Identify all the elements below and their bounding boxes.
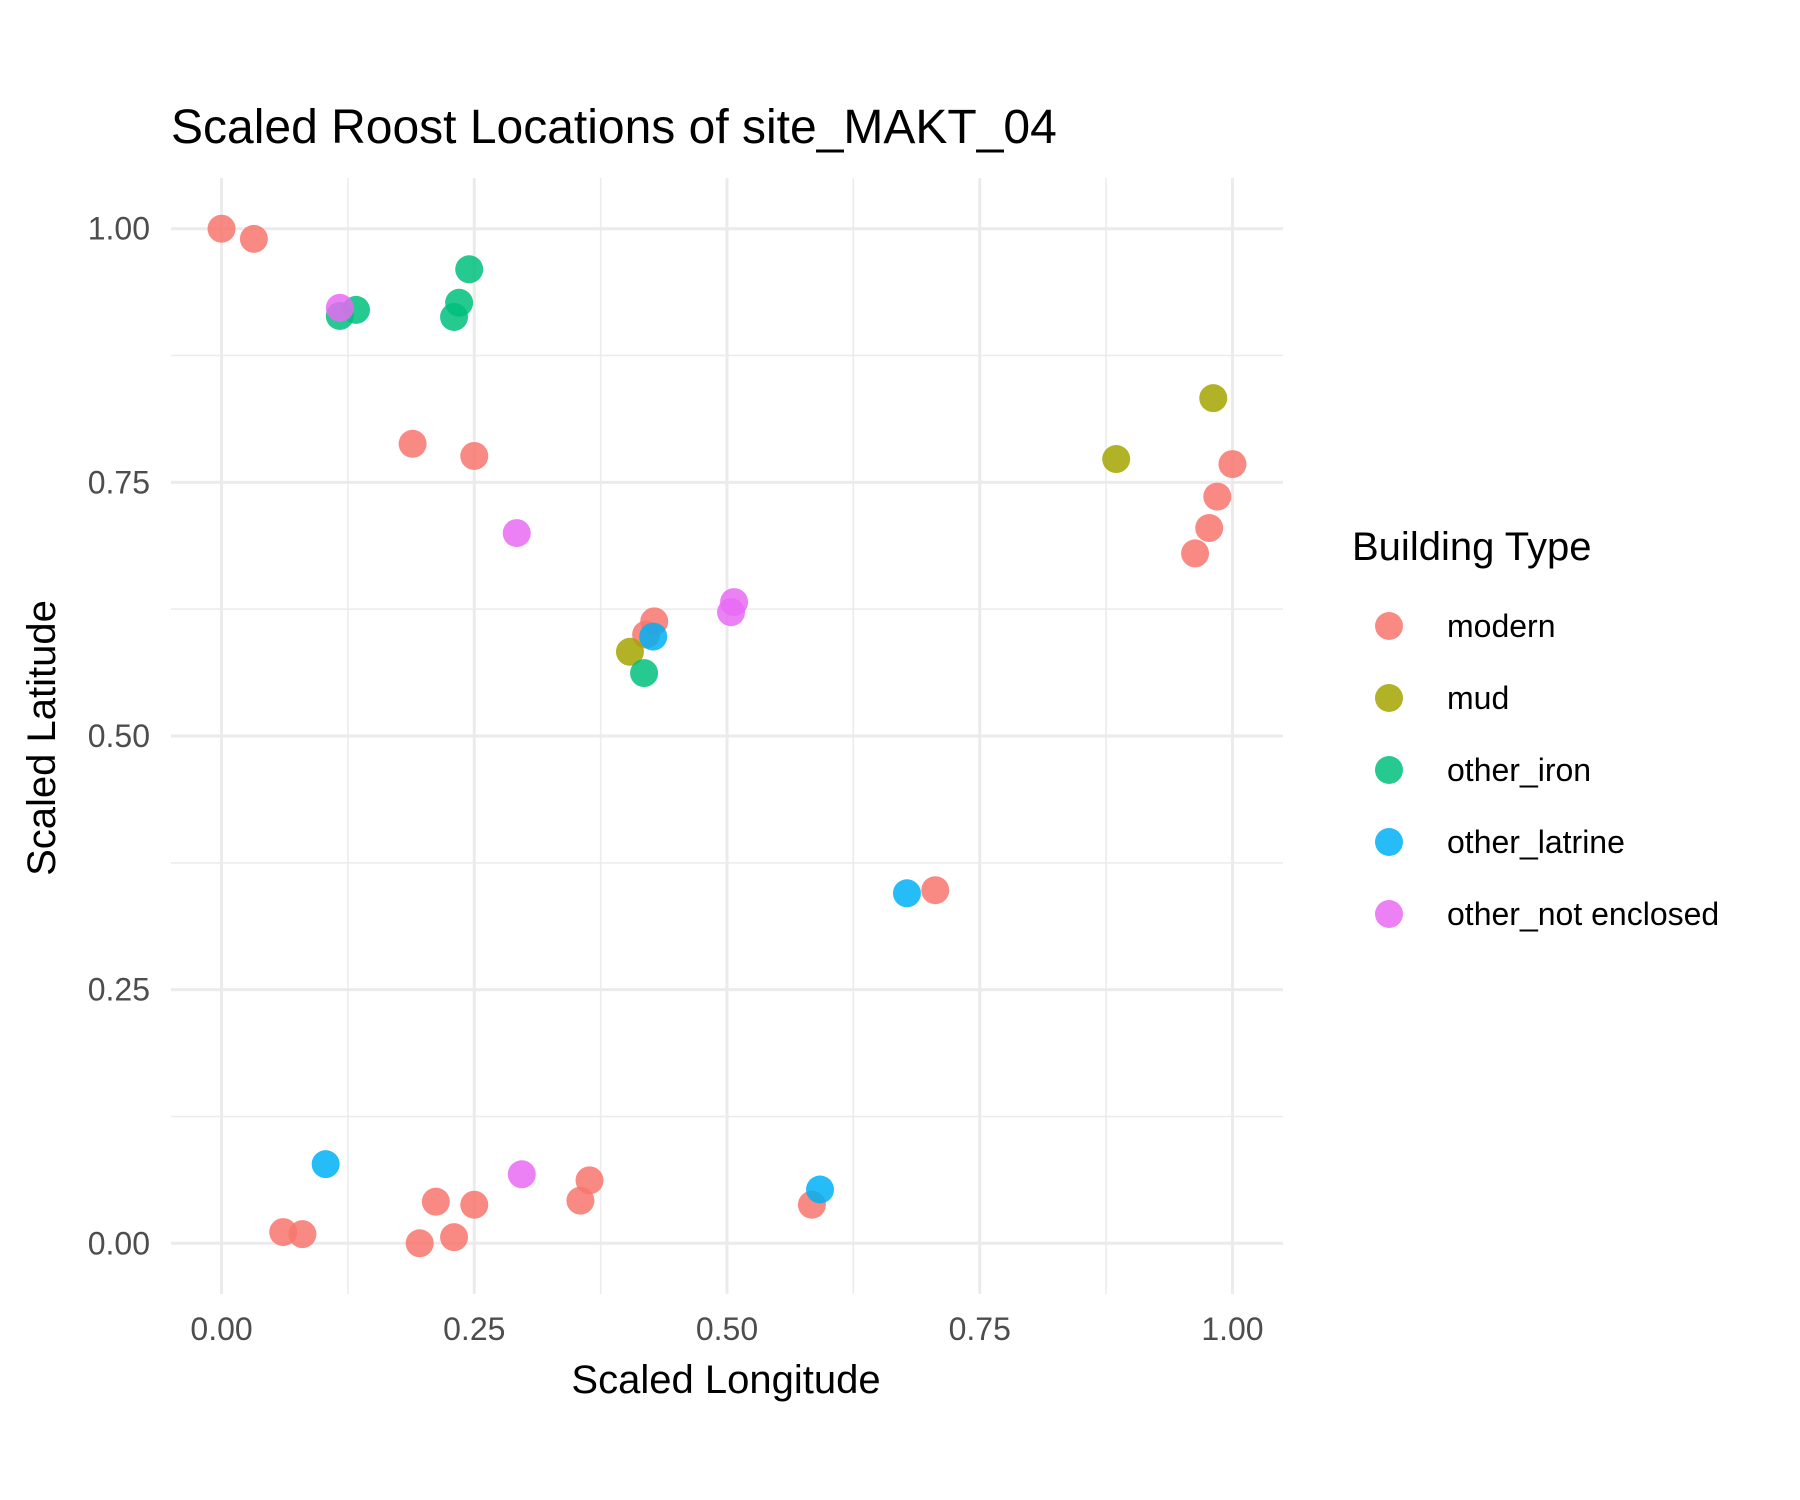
y-axis-title: Scaled Latitude — [20, 600, 64, 876]
data-point-modern — [460, 1190, 489, 1219]
data-point-modern — [269, 1218, 298, 1247]
y-tick-label: 1.00 — [88, 211, 150, 247]
grid-lines — [171, 178, 1283, 1294]
data-point-modern — [460, 441, 489, 470]
data-point-modern — [421, 1187, 450, 1216]
data-point-other-latrine — [639, 622, 668, 651]
legend: Building Type modern mud other_iron other_l… — [1352, 525, 1719, 932]
legend-label: other_not enclosed — [1447, 896, 1719, 932]
data-point-modern — [1203, 482, 1232, 511]
data-point-modern — [239, 224, 268, 253]
legend-label: other_latrine — [1447, 824, 1625, 860]
data-point-other-iron — [455, 255, 484, 284]
data-point-modern — [1195, 514, 1224, 543]
legend-key — [1375, 828, 1403, 856]
legend-key — [1375, 756, 1403, 784]
legend-label: modern — [1447, 608, 1556, 644]
x-tick-label: 0.50 — [696, 1311, 758, 1347]
data-point-modern — [405, 1229, 434, 1258]
data-point-other-not-enclosed — [325, 293, 354, 322]
data-point-other-latrine — [806, 1175, 835, 1204]
data-point-other-not-enclosed — [507, 1160, 536, 1189]
legend-label: other_iron — [1447, 752, 1591, 788]
data-point-mud — [1199, 384, 1228, 413]
data-point-other-not-enclosed — [717, 598, 746, 627]
data-points — [207, 214, 1247, 1258]
x-tick-label: 0.75 — [949, 1311, 1011, 1347]
legend-label: mud — [1447, 680, 1509, 716]
legend-key — [1375, 612, 1403, 640]
data-point-other-latrine — [892, 879, 921, 908]
data-point-modern — [566, 1186, 595, 1215]
data-point-modern — [921, 876, 950, 905]
data-point-other-iron — [440, 302, 469, 331]
y-tick-label: 0.25 — [88, 972, 150, 1008]
x-axis-ticks: 0.00 0.25 0.50 0.75 1.00 — [190, 1311, 1263, 1347]
data-point-modern — [398, 429, 427, 458]
y-tick-label: 0.00 — [88, 1225, 150, 1261]
legend-key — [1375, 684, 1403, 712]
legend-key — [1375, 900, 1403, 928]
y-tick-label: 0.75 — [88, 464, 150, 500]
y-tick-label: 0.50 — [88, 718, 150, 754]
data-point-modern — [440, 1223, 469, 1252]
x-tick-label: 1.00 — [1201, 1311, 1263, 1347]
x-tick-label: 0.00 — [190, 1311, 252, 1347]
data-point-modern — [1181, 539, 1210, 568]
x-axis-title: Scaled Longitude — [571, 1358, 880, 1402]
data-point-modern — [207, 214, 236, 243]
data-point-mud — [615, 637, 644, 666]
data-point-mud — [1102, 445, 1131, 474]
x-tick-label: 0.25 — [443, 1311, 505, 1347]
data-point-other-not-enclosed — [502, 519, 531, 548]
data-point-other-iron — [630, 659, 659, 688]
legend-items: modern mud other_iron other_latrine other_no… — [1375, 608, 1719, 932]
data-point-modern — [1218, 450, 1247, 479]
chart-title: Scaled Roost Locations of site_MAKT_04 — [171, 101, 1057, 154]
y-axis-ticks: 0.00 0.25 0.50 0.75 1.00 — [88, 211, 150, 1262]
legend-title: Building Type — [1352, 525, 1591, 569]
data-point-other-latrine — [311, 1150, 340, 1179]
